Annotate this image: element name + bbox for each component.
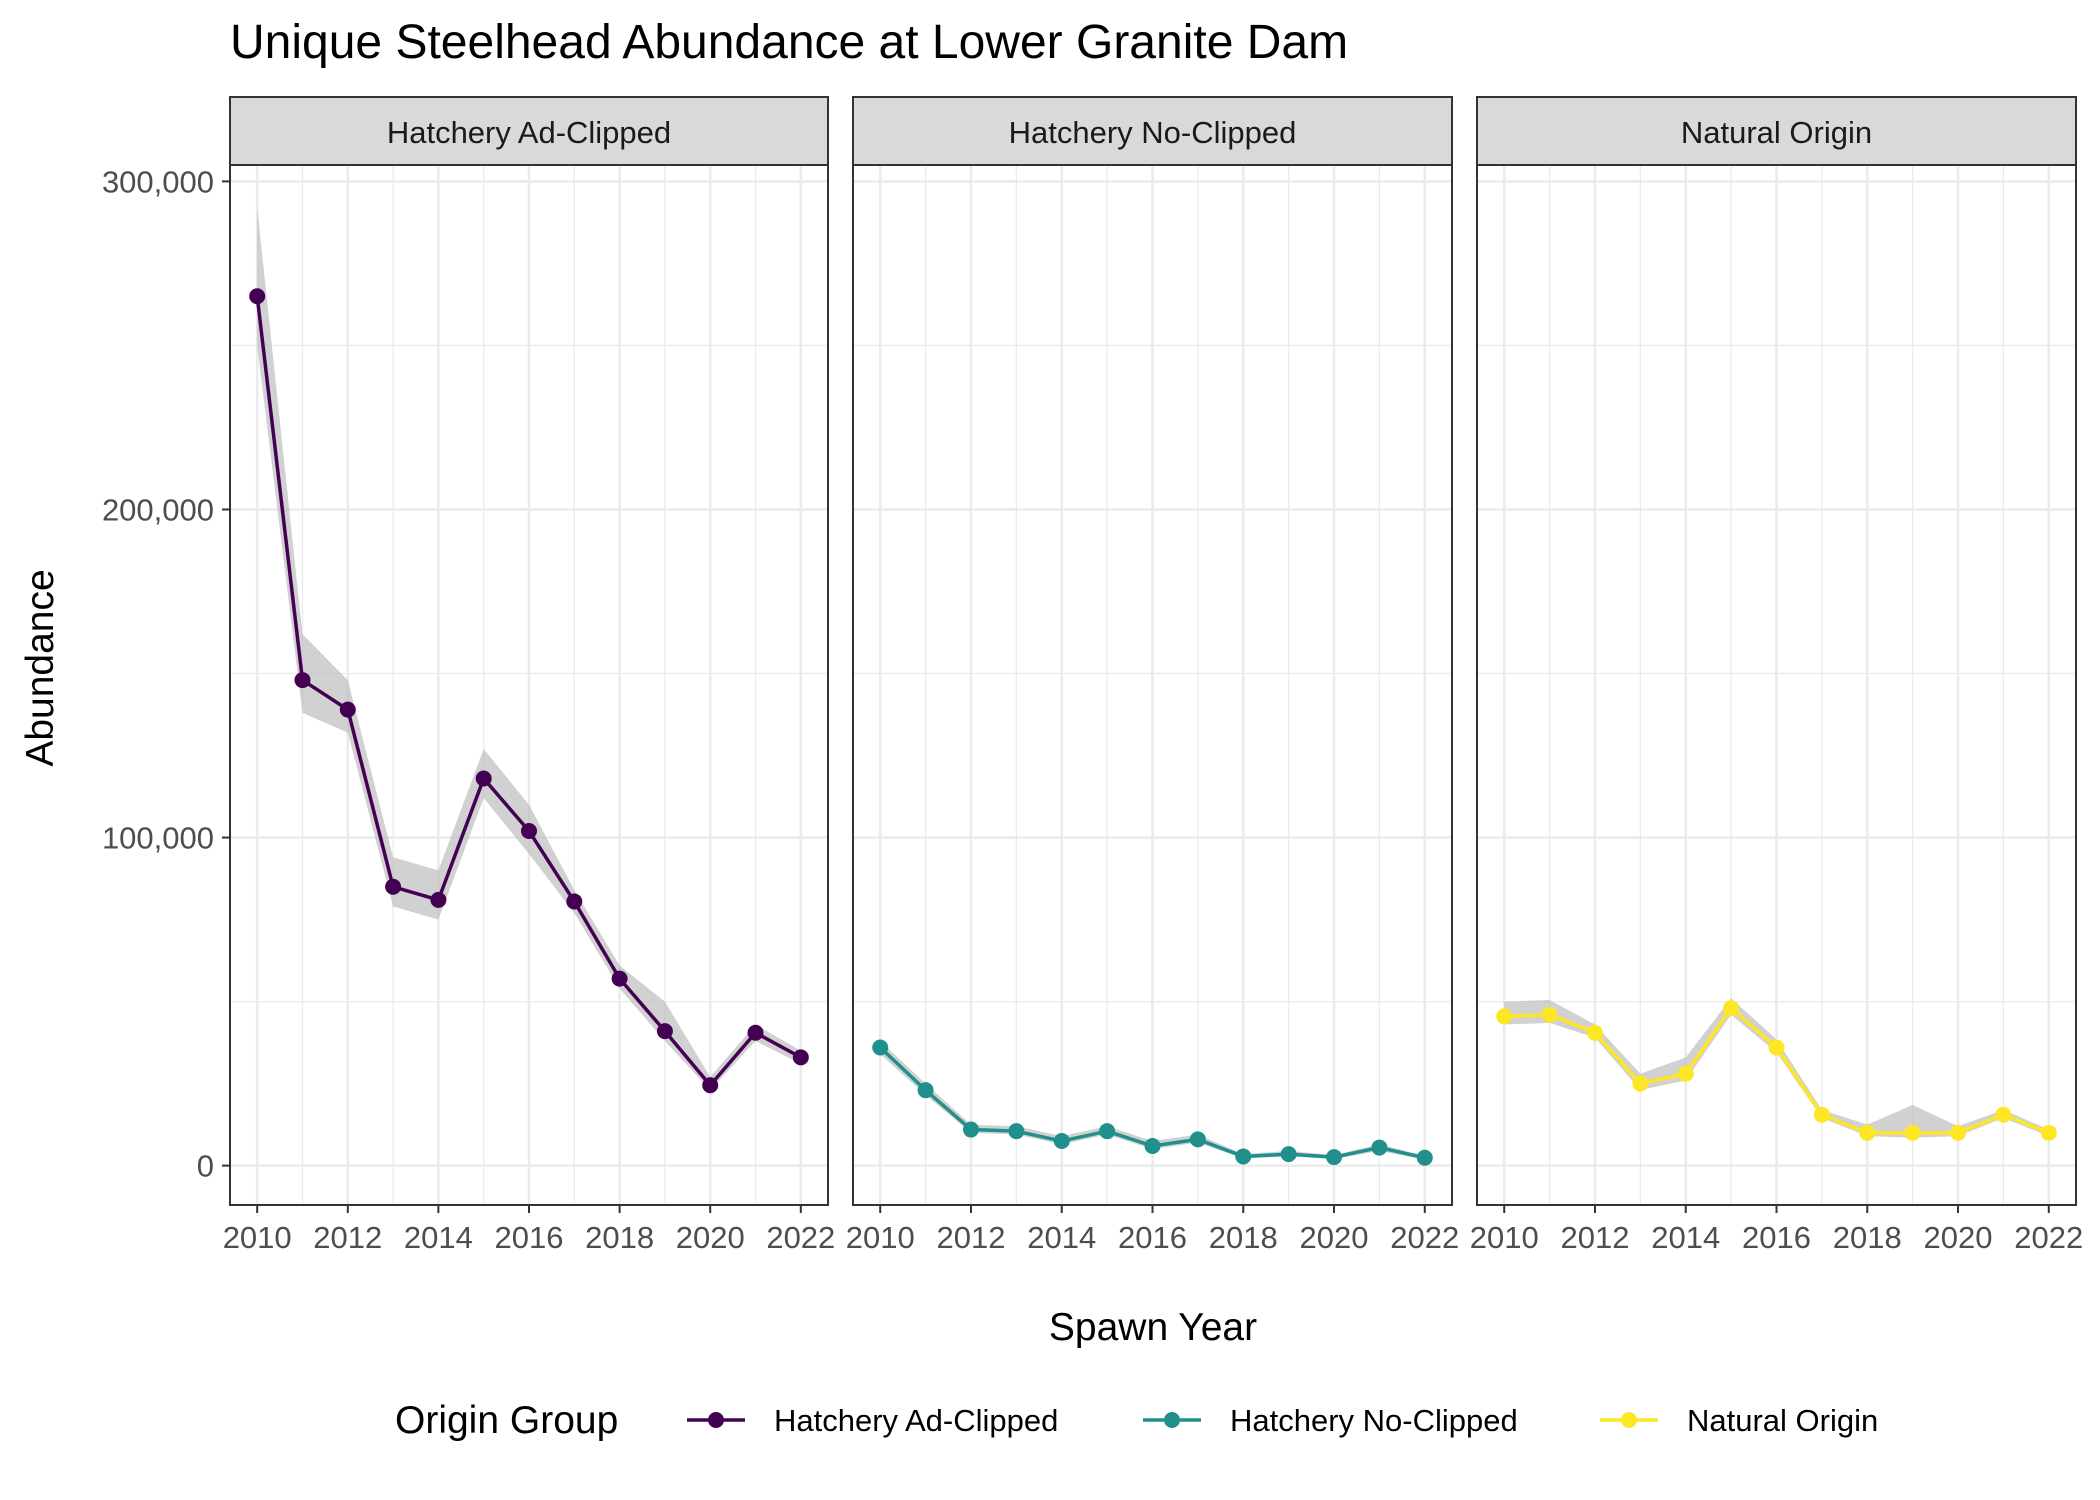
x-tick-label: 2020 [1924, 1220, 1993, 1255]
y-axis-ticks: 0 100,000 200,000 300,000 [102, 164, 230, 1184]
data-point [1995, 1106, 2012, 1123]
data-point [430, 891, 447, 908]
panel-hatchery-no-clipped: Hatchery No-Clipped 2010 2012 2014 2016 2018 2… [846, 96, 1459, 1255]
y-tick-label: 200,000 [102, 492, 214, 527]
x-tick-label: 2022 [1390, 1220, 1459, 1255]
legend-item-label: Natural Origin [1687, 1403, 1878, 1438]
panel-hatchery-ad-clipped: Hatchery Ad-Clipped 2010 2012 2014 2016 2018 2… [223, 96, 835, 1255]
facet-strip-label: Hatchery No-Clipped [1009, 115, 1297, 150]
legend-title: Origin Group [395, 1399, 618, 1442]
y-tick-label: 300,000 [102, 164, 214, 199]
x-tick-label: 2022 [2014, 1220, 2083, 1255]
data-point [1904, 1124, 1921, 1141]
x-tick-label: 2010 [846, 1220, 915, 1255]
data-point [1632, 1075, 1649, 1092]
data-point [1813, 1106, 1830, 1123]
data-point [1235, 1148, 1252, 1165]
data-point [1768, 1039, 1785, 1056]
x-tick-label: 2018 [585, 1220, 654, 1255]
x-tick-label: 2012 [1561, 1220, 1630, 1255]
data-point [1008, 1123, 1025, 1140]
data-point [1859, 1124, 1876, 1141]
data-point [1371, 1139, 1388, 1156]
x-tick-label: 2018 [1833, 1220, 1902, 1255]
data-point [656, 1023, 673, 1040]
y-axis-title: Abundance [19, 569, 62, 766]
facet-strip [229, 96, 829, 166]
x-tick-label: 2018 [1209, 1220, 1278, 1255]
x-tick-label: 2012 [313, 1220, 382, 1255]
x-tick-label: 2010 [1470, 1220, 1539, 1255]
data-point [385, 878, 402, 895]
facet-strip-label: Natural Origin [1681, 115, 1872, 150]
data-point [249, 288, 266, 305]
legend-key-point [1621, 1412, 1637, 1428]
data-point [521, 822, 537, 839]
x-tick-label: 2014 [1027, 1220, 1096, 1255]
data-point [917, 1082, 934, 1099]
y-tick-label: 0 [197, 1149, 214, 1184]
data-point [1950, 1124, 1967, 1141]
legend-key-point [708, 1412, 724, 1428]
data-point [475, 770, 492, 787]
data-point [1723, 1000, 1740, 1017]
legend-item-natural-origin: Natural Origin [1600, 1403, 1878, 1438]
chart-title: Unique Steelhead Abundance at Lower Gran… [230, 16, 1348, 69]
x-tick-label: 2020 [676, 1220, 745, 1255]
facet-strip [852, 96, 1453, 166]
data-point [1053, 1133, 1070, 1150]
legend-key-point [1164, 1412, 1180, 1428]
data-point [962, 1121, 979, 1138]
facet-panels: Hatchery Ad-Clipped 2010 2012 2014 2016 2018 2… [223, 96, 2083, 1255]
data-point [1541, 1006, 1558, 1023]
data-point [702, 1077, 719, 1094]
data-point [566, 893, 583, 910]
x-tick-label: 2016 [1742, 1220, 1811, 1255]
data-point [1586, 1024, 1603, 1041]
confidence-band [1504, 998, 2049, 1138]
legend-item-label: Hatchery Ad-Clipped [774, 1403, 1058, 1438]
facet-strip-label: Hatchery Ad-Clipped [387, 115, 671, 150]
data-point [1416, 1149, 1433, 1166]
facet-strip [1476, 96, 2077, 166]
legend-item-hatchery-no-clipped: Hatchery No-Clipped [1143, 1403, 1518, 1438]
data-point [1189, 1131, 1206, 1148]
x-tick-label: 2020 [1300, 1220, 1369, 1255]
legend: Origin Group Hatchery Ad-Clipped Hatchery… [395, 1399, 1878, 1442]
data-point [1326, 1149, 1343, 1166]
data-point [1144, 1137, 1161, 1154]
data-point [1099, 1123, 1116, 1140]
x-tick-label: 2022 [766, 1220, 835, 1255]
confidence-band [257, 207, 801, 1091]
data-point [1677, 1065, 1694, 1082]
x-tick-label: 2014 [404, 1220, 473, 1255]
data-point [294, 672, 311, 689]
data-point [611, 970, 628, 987]
x-tick-label: 2016 [495, 1220, 564, 1255]
data-point [747, 1024, 764, 1041]
x-tick-label: 2012 [937, 1220, 1006, 1255]
data-point [792, 1049, 809, 1066]
x-tick-label: 2010 [223, 1220, 292, 1255]
x-axis-title: Spawn Year [1049, 1306, 1257, 1349]
legend-item-label: Hatchery No-Clipped [1230, 1403, 1518, 1438]
x-tick-label: 2014 [1651, 1220, 1720, 1255]
data-point [872, 1039, 889, 1056]
data-point [1496, 1008, 1513, 1025]
legend-item-hatchery-ad-clipped: Hatchery Ad-Clipped [687, 1403, 1058, 1438]
y-tick-label: 100,000 [102, 821, 214, 856]
panel-natural-origin: Natural Origin 2010 2012 2014 2016 2018 2020 20… [1470, 96, 2083, 1255]
data-point [339, 701, 356, 718]
data-point [2040, 1124, 2057, 1141]
data-point [1280, 1146, 1297, 1163]
x-tick-label: 2016 [1118, 1220, 1187, 1255]
